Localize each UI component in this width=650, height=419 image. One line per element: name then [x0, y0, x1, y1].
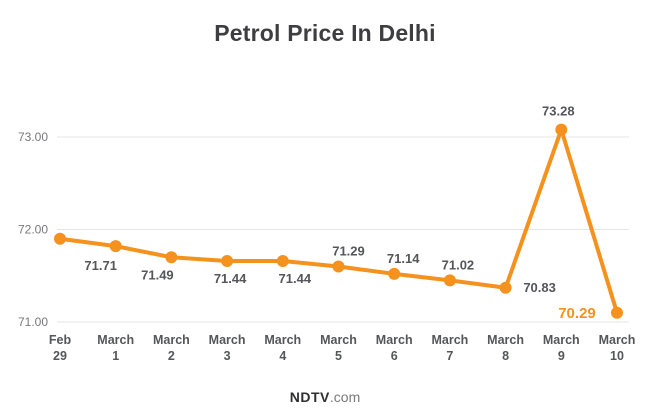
x-axis-tick-label: 9 [558, 349, 565, 363]
point-label: 70.83 [523, 280, 556, 295]
point-label: 73.28 [542, 104, 575, 119]
y-axis-tick-label: 73.00 [18, 130, 48, 144]
x-axis-tick-label: March [264, 333, 301, 347]
highlighted-point-label: 70.29 [558, 305, 596, 322]
point-label: 71.14 [387, 251, 420, 266]
point-label: 71.44 [214, 271, 247, 286]
x-axis-tick-label: 7 [446, 349, 453, 363]
x-axis-tick-label: 2 [168, 349, 175, 363]
y-axis-tick-label: 72.00 [18, 223, 48, 237]
point-label: 71.29 [332, 244, 365, 259]
data-point-marker [276, 254, 289, 267]
x-axis-tick-label: March [431, 333, 468, 347]
x-axis-tick-label: March [209, 333, 246, 347]
x-axis-tick-label: March [376, 333, 413, 347]
data-point-marker [388, 267, 401, 280]
y-axis-tick-label: 71.00 [18, 315, 48, 329]
point-label: 71.44 [279, 271, 312, 286]
x-axis-tick-label: March [320, 333, 357, 347]
point-label: 71.02 [442, 257, 475, 272]
x-axis-tick-label: 8 [502, 349, 509, 363]
x-axis-tick-label: March [153, 333, 190, 347]
x-axis-tick-label: Feb [49, 333, 72, 347]
point-label: 71.49 [141, 267, 174, 282]
data-point-marker [332, 260, 345, 273]
x-axis-tick-label: March [543, 333, 580, 347]
x-axis-tick-label: 10 [610, 349, 624, 363]
data-point-marker [221, 254, 234, 267]
x-axis-tick-label: 29 [53, 349, 67, 363]
point-label: 71.71 [84, 258, 117, 273]
data-point-marker [555, 123, 568, 136]
x-axis-tick-label: 3 [224, 349, 231, 363]
ndtv-logo: NDTV [289, 389, 330, 405]
data-point-marker [109, 240, 122, 253]
x-axis-tick-label: 4 [279, 349, 286, 363]
data-point-marker [611, 306, 623, 319]
footer-logo: NDTV.com [0, 389, 650, 405]
x-axis-tick-label: 6 [391, 349, 398, 363]
x-axis-tick-label: 1 [112, 349, 119, 363]
x-axis-tick-label: March [487, 333, 524, 347]
data-point-marker [165, 251, 178, 264]
data-point-marker [443, 274, 456, 287]
x-axis-tick-label: March [97, 333, 134, 347]
data-point-marker [499, 281, 512, 294]
x-axis-tick-label: 5 [335, 349, 342, 363]
footer-domain-suffix: .com [329, 389, 361, 405]
data-point-marker [54, 232, 66, 245]
chart-title: Petrol Price In Delhi [214, 20, 436, 46]
x-axis-tick-label: March [599, 333, 636, 347]
